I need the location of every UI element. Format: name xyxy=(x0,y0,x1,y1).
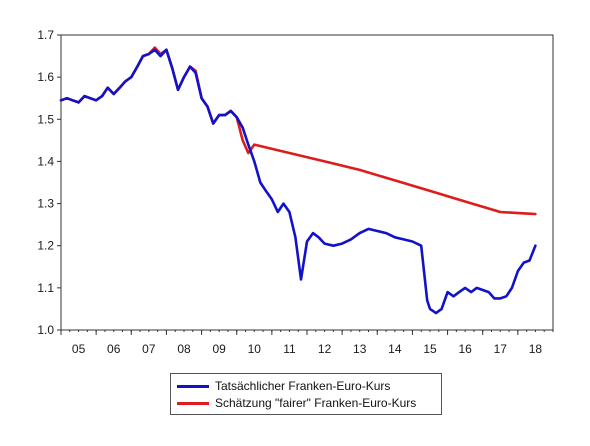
y-tick-label: 1.3 xyxy=(37,197,54,211)
x-tick-label: 13 xyxy=(353,342,367,356)
x-tick-label: 12 xyxy=(318,342,332,356)
x-tick-label: 15 xyxy=(423,342,437,356)
x-tick-label: 11 xyxy=(283,342,296,356)
x-tick-label: 05 xyxy=(72,342,86,356)
legend-swatch-actual xyxy=(177,384,209,388)
legend-item-actual: Tatsächlicher Franken-Euro-Kurs xyxy=(177,378,390,394)
y-tick-label: 1.4 xyxy=(37,154,54,168)
x-tick-label: 18 xyxy=(529,342,543,356)
x-tick-label: 10 xyxy=(248,342,262,356)
plot-frame xyxy=(60,34,554,331)
x-tick-label: 16 xyxy=(458,342,472,356)
x-tick-label: 14 xyxy=(388,342,402,356)
y-tick-label: 1.2 xyxy=(37,239,54,253)
legend-label-actual: Tatsächlicher Franken-Euro-Kurs xyxy=(215,379,391,393)
x-tick-label: 06 xyxy=(107,342,121,356)
legend-label-fair: Schätzung "fairer" Franken-Euro-Kurs xyxy=(215,396,417,410)
x-tick-label: 08 xyxy=(177,342,191,356)
y-tick-label: 1.6 xyxy=(37,70,54,84)
y-tick-label: 1.0 xyxy=(37,323,54,337)
series-line-actual xyxy=(59,48,537,315)
legend: Tatsächlicher Franken-Euro-Kurs Schätzun… xyxy=(170,373,442,415)
x-tick-label: 09 xyxy=(212,342,226,356)
y-tick-label: 1.7 xyxy=(37,28,54,42)
legend-item-fair: Schätzung "fairer" Franken-Euro-Kurs xyxy=(177,395,416,411)
legend-swatch-fair xyxy=(177,401,209,405)
x-tick-label: 07 xyxy=(142,342,156,356)
x-tick-label: 17 xyxy=(494,342,508,356)
y-tick-label: 1.1 xyxy=(37,281,54,295)
y-tick-label: 1.5 xyxy=(37,112,54,126)
